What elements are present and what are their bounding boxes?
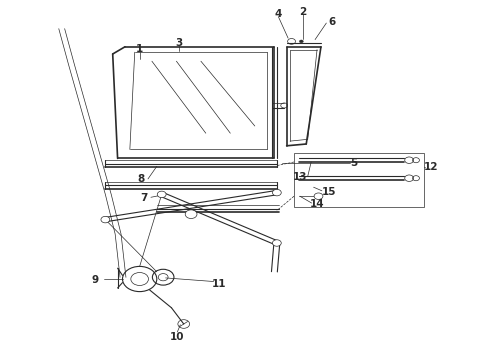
Text: 13: 13 xyxy=(293,172,307,182)
Circle shape xyxy=(299,40,303,43)
Text: 11: 11 xyxy=(212,279,227,289)
Circle shape xyxy=(272,189,281,196)
Circle shape xyxy=(157,191,166,198)
Text: 3: 3 xyxy=(175,38,182,48)
Circle shape xyxy=(158,274,168,281)
Text: 7: 7 xyxy=(140,193,147,203)
Circle shape xyxy=(272,240,281,246)
Circle shape xyxy=(405,175,414,181)
Text: 14: 14 xyxy=(310,199,325,210)
Text: 2: 2 xyxy=(299,6,306,17)
Text: 6: 6 xyxy=(329,17,336,27)
Circle shape xyxy=(185,210,197,219)
Text: 8: 8 xyxy=(138,174,145,184)
Text: 5: 5 xyxy=(350,158,357,168)
Text: 10: 10 xyxy=(170,332,185,342)
Text: 12: 12 xyxy=(424,162,439,172)
Circle shape xyxy=(288,39,295,44)
Circle shape xyxy=(405,157,414,163)
Text: 4: 4 xyxy=(274,9,282,19)
Text: 1: 1 xyxy=(136,44,143,54)
Circle shape xyxy=(101,216,110,223)
Text: 9: 9 xyxy=(92,275,99,285)
Circle shape xyxy=(314,193,323,199)
Text: 15: 15 xyxy=(322,187,337,197)
